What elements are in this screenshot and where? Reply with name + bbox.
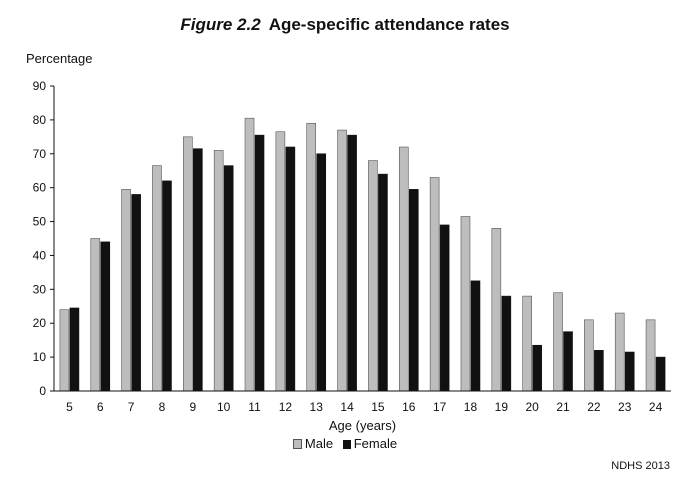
bar-female-15	[378, 173, 388, 392]
x-axis-label: Age (years)	[329, 418, 396, 433]
bar-male-16	[398, 146, 409, 392]
figure-label: Figure 2.2	[180, 15, 261, 34]
bar-male-14	[337, 129, 347, 392]
bar-female-18	[470, 280, 481, 392]
bar-male-21	[553, 292, 563, 392]
x-tick-label: 19	[495, 400, 509, 414]
y-tick-label: 20	[33, 316, 47, 330]
bar-female-14	[347, 134, 357, 392]
y-tick-label: 70	[33, 147, 47, 161]
bar-male-17	[429, 177, 440, 392]
bar-male-18	[460, 216, 471, 392]
legend-label-male: Male	[304, 436, 334, 451]
bar-female-17	[439, 224, 450, 392]
bar-female-12	[285, 146, 296, 392]
x-tick-label: 5	[66, 400, 73, 414]
y-tick-label: 0	[39, 384, 46, 398]
chart-title: Figure 2.2 Age-specific attendance rates	[0, 15, 690, 35]
bar-female-21	[563, 331, 573, 392]
bar-female-16	[408, 189, 419, 392]
bar-female-11	[254, 134, 265, 392]
legend-swatch-female	[342, 440, 351, 449]
bar-male-23	[614, 312, 625, 392]
bar-female-24	[655, 356, 666, 392]
bar-female-19	[501, 295, 512, 392]
x-tick-label: 21	[556, 400, 570, 414]
x-tick-label: 12	[279, 400, 293, 414]
x-tick-label: 24	[649, 400, 663, 414]
bar-female-5	[69, 307, 80, 392]
x-tick-label: 10	[217, 400, 231, 414]
x-tick-label: 15	[371, 400, 385, 414]
bar-male-13	[306, 122, 317, 392]
bar-male-5	[59, 309, 70, 392]
y-tick-label: 50	[33, 215, 47, 229]
x-tick-label: 7	[128, 400, 135, 414]
x-tick-label: 18	[464, 400, 478, 414]
y-tick-label: 90	[33, 79, 47, 93]
bar-male-10	[213, 150, 224, 392]
figure-title-text: Age-specific attendance rates	[268, 15, 510, 34]
y-tick-label: 40	[33, 248, 47, 262]
x-tick-label: 22	[587, 400, 601, 414]
y-tick-label: 10	[33, 350, 47, 364]
bar-female-13	[316, 153, 327, 392]
bar-female-6	[100, 241, 111, 392]
bar-male-12	[275, 131, 286, 392]
bar-male-9	[183, 136, 193, 392]
bar-male-19	[491, 228, 502, 392]
legend-swatch-male	[292, 439, 302, 449]
bar-female-20	[532, 344, 542, 392]
x-tick-label: 17	[433, 400, 447, 414]
bar-male-20	[522, 295, 532, 392]
bar-male-24	[645, 319, 656, 392]
legend-label-female: Female	[353, 436, 398, 451]
x-tick-label: 6	[97, 400, 104, 414]
x-tick-label: 16	[402, 400, 416, 414]
bar-female-23	[624, 351, 635, 392]
legend: Male Female	[0, 436, 690, 451]
bar-female-9	[193, 148, 203, 392]
bar-female-10	[223, 165, 234, 392]
bar-male-6	[90, 238, 101, 392]
y-axis-label: Percentage	[26, 51, 93, 66]
bar-male-8	[152, 165, 162, 392]
bar-male-22	[584, 319, 594, 392]
bar-female-7	[131, 194, 141, 392]
x-tick-label: 23	[618, 400, 632, 414]
bar-female-22	[594, 350, 604, 392]
y-tick-label: 30	[33, 282, 47, 296]
legend-item-male: Male	[292, 436, 334, 451]
source-note: NDHS 2013	[611, 460, 670, 472]
x-tick-label: 8	[159, 400, 166, 414]
x-tick-label: 14	[340, 400, 354, 414]
y-tick-label: 60	[33, 181, 47, 195]
x-tick-label: 20	[525, 400, 539, 414]
bar-male-11	[244, 117, 255, 392]
y-tick-label: 80	[33, 113, 47, 127]
x-tick-label: 11	[248, 400, 261, 414]
bar-male-15	[368, 160, 378, 392]
bar-female-8	[162, 180, 172, 392]
x-tick-label: 13	[310, 400, 324, 414]
x-tick-label: 9	[189, 400, 196, 414]
legend-item-female: Female	[342, 436, 398, 451]
bar-male-7	[121, 189, 131, 392]
